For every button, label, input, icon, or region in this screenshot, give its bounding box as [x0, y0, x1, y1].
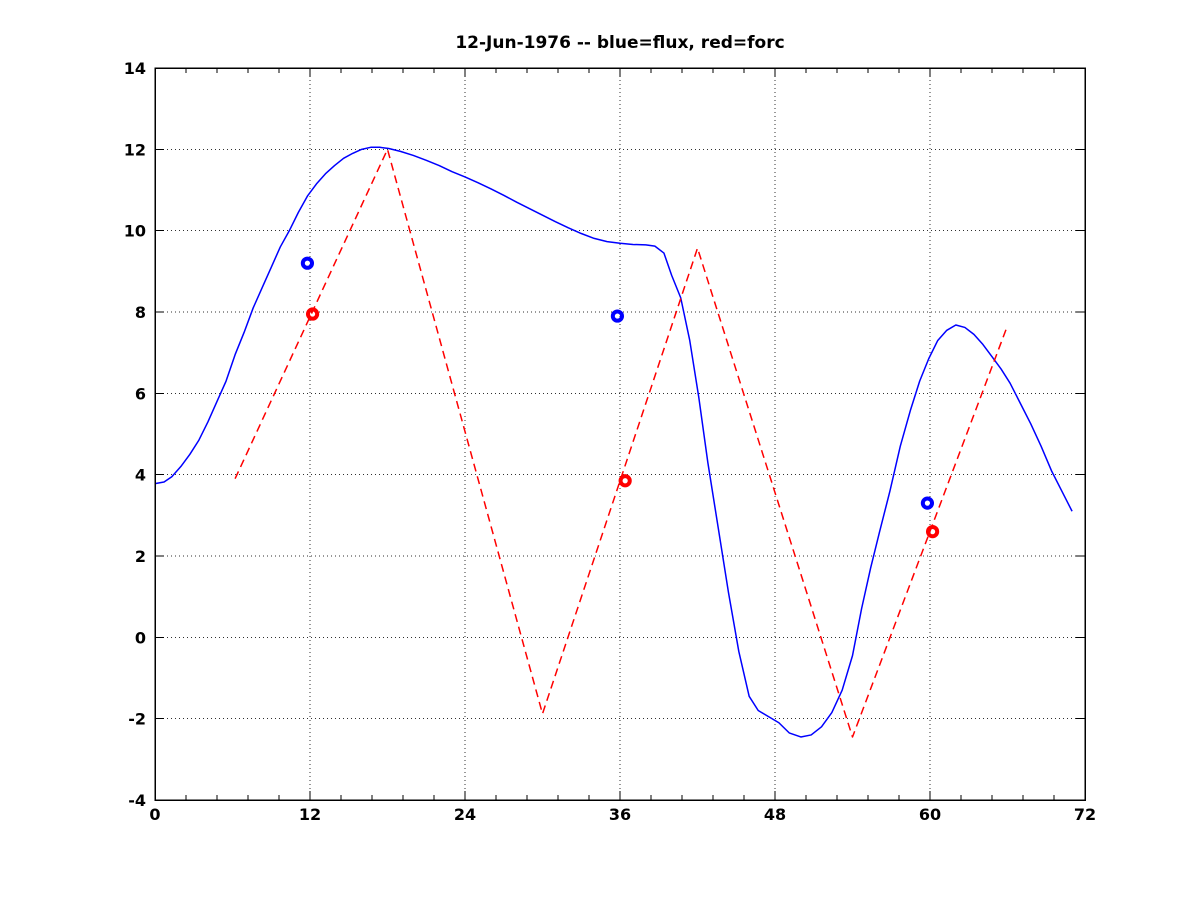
y-tick-label: 4: [135, 466, 146, 485]
y-tick-label: -4: [128, 791, 146, 810]
y-tick-label: 8: [135, 303, 146, 322]
y-tick-label: -2: [128, 710, 146, 729]
series-line-forc: [234, 148, 1007, 738]
y-tick-label: 10: [124, 222, 146, 241]
x-tick-label: 24: [454, 805, 476, 824]
marker-flux-obs: [920, 496, 935, 510]
marker-forc-obs: [618, 474, 632, 488]
x-tick-label: 48: [764, 805, 786, 824]
marker-forc-obs: [925, 525, 940, 539]
y-tick-label: 0: [135, 628, 146, 647]
marker-forc-obs: [305, 307, 320, 321]
x-tick-label: 60: [919, 805, 941, 824]
y-tick-label: 12: [124, 140, 146, 159]
axes-box: [154, 67, 1086, 801]
x-tick-label: 36: [609, 805, 631, 824]
chart-title: 12-Jun-1976 -- blue=flux, red=forc: [455, 33, 785, 53]
series-line-flux: [154, 146, 1073, 738]
x-tick-label: 0: [149, 805, 160, 824]
y-tick-label: 2: [135, 547, 146, 566]
marker-flux-obs: [300, 256, 315, 270]
y-tick-label: 14: [124, 59, 146, 78]
marker-flux-obs: [610, 309, 625, 323]
x-tick-label: 72: [1074, 805, 1096, 824]
x-tick-label: 12: [299, 805, 321, 824]
y-tick-label: 6: [135, 384, 146, 403]
